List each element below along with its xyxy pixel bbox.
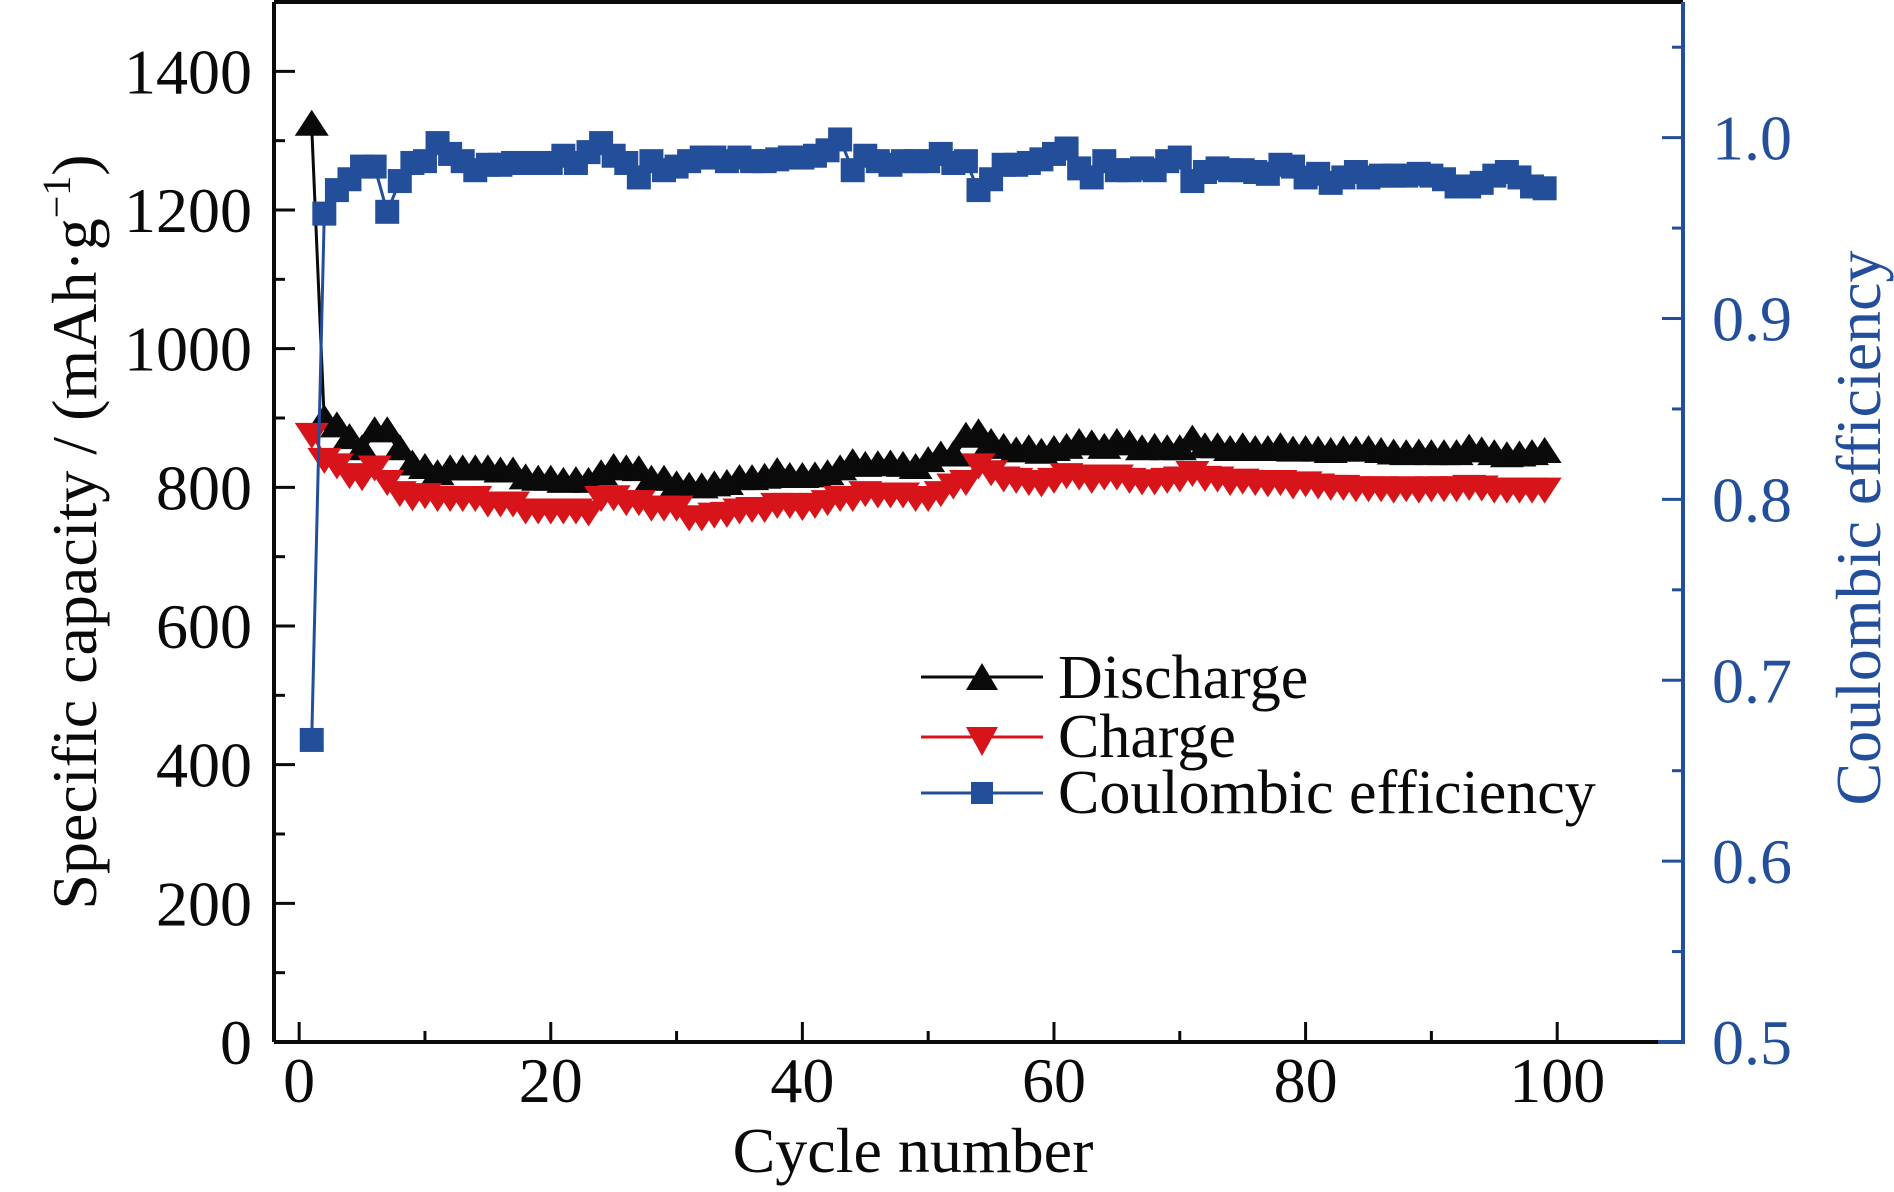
y-tick-label: 1200 <box>124 175 252 246</box>
charge-point <box>948 470 983 497</box>
legend-label-discharge: Discharge <box>1058 644 1308 712</box>
coulombic-efficiency-point <box>1532 176 1557 201</box>
x-tick-label: 0 <box>283 1045 315 1116</box>
series-coulombic-efficiency <box>299 127 1557 752</box>
legend-label-charge: Charge <box>1058 703 1236 771</box>
triangle-down-marker-icon <box>966 727 998 756</box>
triangle-up-marker-icon <box>966 663 998 690</box>
y2-tick-label: 0.8 <box>1712 464 1792 535</box>
x-tick-label: 20 <box>519 1045 583 1116</box>
series-line <box>310 138 1545 740</box>
discharge-point <box>294 109 329 136</box>
coulombic-efficiency-point <box>362 154 387 179</box>
y2-tick-label: 0.9 <box>1712 284 1792 355</box>
coulombic-efficiency-point <box>1167 145 1192 170</box>
y-tick-label: 800 <box>156 452 252 523</box>
y-tick-label: 200 <box>156 868 252 939</box>
y-tick-label: 1000 <box>124 314 252 385</box>
legend-item-discharge: Discharge <box>921 644 1308 712</box>
series-charge <box>294 422 1562 532</box>
y-tick-label: 400 <box>156 730 252 801</box>
coulombic-efficiency-point <box>375 199 400 224</box>
y-axis-title-superscript: −1 <box>34 176 79 219</box>
y-axis-title: Specific capacity / (mAh·g−1) <box>34 154 110 909</box>
square-marker-icon <box>971 782 993 804</box>
y2-tick-label: 0.6 <box>1712 826 1792 897</box>
coulombic-efficiency-point <box>312 201 337 226</box>
legend-label-coulombic-efficiency: Coulombic efficiency <box>1058 759 1596 827</box>
charge-point <box>1527 477 1562 504</box>
coulombic-efficiency-point <box>953 149 978 174</box>
discharge-point <box>370 416 405 443</box>
y-axis-title-main: Specific capacity / (mAh·g <box>39 218 110 909</box>
series-discharge <box>294 109 1562 499</box>
y2-tick-label: 0.7 <box>1712 645 1792 716</box>
x-axis-title: Cycle number <box>733 1115 1094 1186</box>
x-tick-label: 60 <box>1022 1045 1086 1116</box>
legend-item-coulombic-efficiency: Coulombic efficiency <box>921 759 1596 827</box>
series-layer <box>294 109 1562 752</box>
legend: Discharge Charge Coulombic efficiency <box>921 644 1596 827</box>
y-tick-label: 600 <box>156 591 252 662</box>
y-axis-title-close: ) <box>39 154 110 175</box>
y2-tick-label: 0.5 <box>1712 1007 1792 1078</box>
discharge-point <box>382 434 417 461</box>
x-tick-label: 80 <box>1274 1045 1338 1116</box>
coulombic-efficiency-point <box>299 727 324 752</box>
y2-axis-title: Coulombic efficiency <box>1823 250 1894 805</box>
discharge-point <box>936 440 971 467</box>
charge-point <box>571 500 606 527</box>
y2-tick-label: 1.0 <box>1712 103 1792 174</box>
coulombic-efficiency-point <box>828 127 853 152</box>
discharge-point <box>1527 437 1562 464</box>
y-tick-label: 1400 <box>124 36 252 107</box>
charge-point <box>357 455 392 482</box>
y-tick-label: 0 <box>220 1007 252 1078</box>
x-tick-label: 40 <box>770 1045 834 1116</box>
x-tick-label: 100 <box>1509 1045 1605 1116</box>
legend-item-charge: Charge <box>921 703 1236 771</box>
axes-layer: 0 20 40 60 80 10002004006008001000120014000.5… <box>124 0 1792 1116</box>
